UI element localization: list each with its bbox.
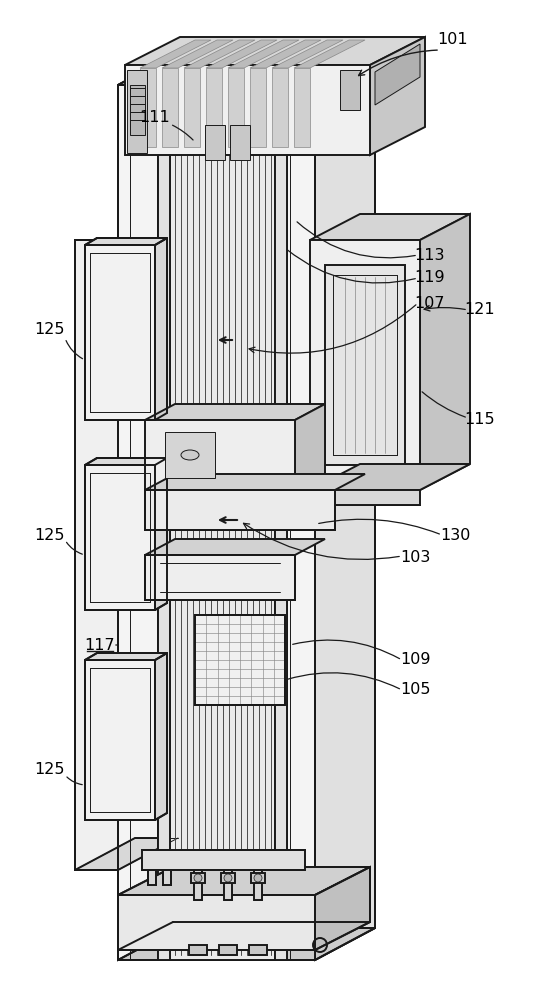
Polygon shape xyxy=(118,53,375,85)
Polygon shape xyxy=(125,37,425,65)
Polygon shape xyxy=(184,68,200,147)
Polygon shape xyxy=(250,40,321,68)
Polygon shape xyxy=(310,214,470,240)
Ellipse shape xyxy=(181,450,199,460)
Polygon shape xyxy=(230,125,250,160)
Polygon shape xyxy=(145,490,335,530)
Text: 130: 130 xyxy=(440,528,470,542)
Polygon shape xyxy=(206,68,222,147)
Polygon shape xyxy=(224,870,232,900)
Polygon shape xyxy=(158,85,287,960)
Polygon shape xyxy=(310,240,420,490)
Circle shape xyxy=(254,874,262,882)
Polygon shape xyxy=(162,40,233,68)
Polygon shape xyxy=(325,265,405,465)
Text: 109: 109 xyxy=(400,652,430,668)
Polygon shape xyxy=(165,432,215,478)
Circle shape xyxy=(194,874,202,882)
Polygon shape xyxy=(85,238,167,245)
Polygon shape xyxy=(294,68,310,147)
Polygon shape xyxy=(254,870,262,900)
Polygon shape xyxy=(315,53,375,960)
Polygon shape xyxy=(272,68,288,147)
Polygon shape xyxy=(251,873,265,883)
Text: 113: 113 xyxy=(415,247,445,262)
Polygon shape xyxy=(155,458,167,610)
Polygon shape xyxy=(294,40,365,68)
Polygon shape xyxy=(85,660,155,820)
Polygon shape xyxy=(118,928,375,960)
Polygon shape xyxy=(75,838,178,870)
Polygon shape xyxy=(189,945,207,955)
Polygon shape xyxy=(191,873,205,883)
Text: 111: 111 xyxy=(140,110,170,125)
Polygon shape xyxy=(219,945,237,955)
Polygon shape xyxy=(145,474,365,490)
Polygon shape xyxy=(194,870,202,900)
Polygon shape xyxy=(148,870,156,885)
Polygon shape xyxy=(85,465,155,610)
Polygon shape xyxy=(140,40,211,68)
Polygon shape xyxy=(272,40,343,68)
Text: 103: 103 xyxy=(400,550,430,566)
Text: 115: 115 xyxy=(465,412,495,428)
Polygon shape xyxy=(85,245,155,420)
Text: 117: 117 xyxy=(85,638,116,652)
Circle shape xyxy=(224,874,232,882)
Polygon shape xyxy=(118,85,315,960)
Polygon shape xyxy=(142,850,305,870)
Polygon shape xyxy=(228,40,299,68)
Text: 105: 105 xyxy=(400,682,430,698)
Text: 125: 125 xyxy=(35,528,65,542)
Polygon shape xyxy=(420,214,470,490)
Polygon shape xyxy=(145,420,295,490)
Polygon shape xyxy=(118,895,315,950)
Polygon shape xyxy=(295,404,325,490)
Text: 107: 107 xyxy=(415,296,445,310)
Polygon shape xyxy=(310,464,470,490)
Polygon shape xyxy=(130,85,145,135)
Polygon shape xyxy=(85,458,167,465)
Polygon shape xyxy=(125,65,370,155)
Polygon shape xyxy=(163,870,171,885)
Polygon shape xyxy=(75,240,118,870)
Polygon shape xyxy=(205,125,225,160)
Text: 121: 121 xyxy=(465,302,495,318)
Polygon shape xyxy=(145,539,325,555)
Polygon shape xyxy=(206,40,277,68)
Polygon shape xyxy=(118,867,370,895)
Polygon shape xyxy=(184,40,255,68)
Polygon shape xyxy=(155,653,167,820)
Polygon shape xyxy=(158,85,170,960)
Polygon shape xyxy=(155,238,167,420)
Polygon shape xyxy=(250,68,266,147)
Polygon shape xyxy=(340,70,360,110)
Polygon shape xyxy=(310,490,420,505)
Polygon shape xyxy=(249,945,267,955)
Polygon shape xyxy=(228,68,244,147)
Polygon shape xyxy=(145,555,295,600)
Polygon shape xyxy=(315,867,370,950)
Polygon shape xyxy=(118,53,178,960)
Polygon shape xyxy=(370,37,425,155)
Polygon shape xyxy=(85,653,167,660)
Polygon shape xyxy=(145,404,325,420)
Text: 125: 125 xyxy=(35,762,65,778)
Polygon shape xyxy=(127,70,147,153)
Polygon shape xyxy=(275,85,287,960)
Polygon shape xyxy=(162,68,178,147)
Text: 101: 101 xyxy=(438,32,468,47)
Text: 125: 125 xyxy=(35,322,65,338)
Polygon shape xyxy=(221,873,235,883)
Polygon shape xyxy=(195,615,285,705)
Polygon shape xyxy=(170,85,275,960)
Polygon shape xyxy=(375,44,420,105)
Text: 119: 119 xyxy=(415,270,445,286)
Polygon shape xyxy=(140,68,156,147)
